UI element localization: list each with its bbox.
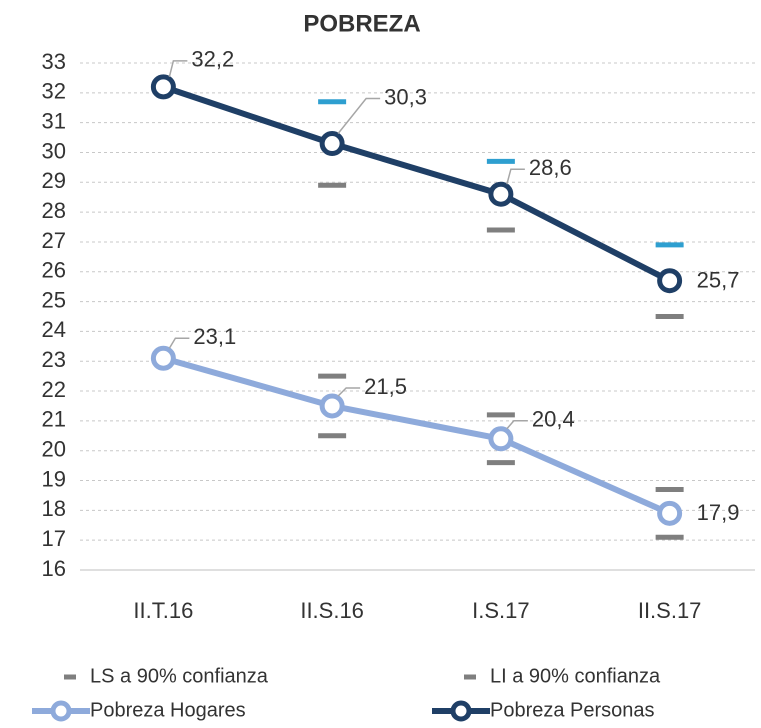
y-tick-label: 28 (42, 198, 66, 223)
point-marker (488, 426, 514, 452)
y-tick-label: 21 (42, 407, 66, 432)
leader-line (506, 420, 528, 430)
leader-line (506, 168, 525, 185)
x-tick-label: I.S.17 (472, 598, 529, 623)
legend-label: LI a 90% confianza (490, 665, 661, 687)
leader-line (168, 60, 188, 78)
leader-line (337, 97, 381, 134)
data-label: 28,6 (529, 155, 572, 180)
point-marker (488, 181, 514, 207)
point-marker (319, 393, 345, 419)
series-line (162, 84, 671, 284)
leader-line (337, 387, 361, 397)
y-tick-label: 27 (42, 228, 66, 253)
legend-label: Pobreza Hogares (90, 699, 246, 721)
y-tick-label: 23 (42, 347, 66, 372)
legend-label: Pobreza Personas (490, 699, 655, 721)
legend-swatch (50, 700, 72, 722)
x-tick-label: II.S.16 (300, 598, 364, 623)
leader-line (168, 337, 190, 349)
y-tick-label: 19 (42, 466, 66, 491)
x-tick-label: II.T.16 (133, 598, 193, 623)
point-marker (150, 345, 176, 371)
y-tick-label: 24 (42, 317, 66, 342)
y-tick-label: 30 (42, 138, 66, 163)
series-line (162, 355, 671, 517)
y-tick-label: 29 (42, 168, 66, 193)
y-tick-label: 31 (42, 108, 66, 133)
data-label: 32,2 (191, 47, 234, 72)
point-marker (657, 500, 683, 526)
legend-label: LS a 90% confianza (90, 665, 269, 687)
data-label: 20,4 (532, 407, 575, 432)
y-tick-label: 26 (42, 258, 66, 283)
point-marker (150, 74, 176, 100)
y-tick-label: 25 (42, 287, 66, 312)
point-marker (657, 268, 683, 294)
data-label: 30,3 (384, 84, 427, 109)
x-tick-label: II.S.17 (638, 598, 702, 623)
y-tick-label: 22 (42, 377, 66, 402)
data-label: 23,1 (193, 324, 236, 349)
y-tick-label: 33 (42, 49, 66, 74)
chart-title: POBREZA (303, 10, 420, 37)
y-tick-label: 17 (42, 526, 66, 551)
data-label: 21,5 (364, 374, 407, 399)
y-tick-label: 32 (42, 79, 66, 104)
data-label: 17,9 (697, 500, 740, 525)
data-label: 25,7 (697, 268, 740, 293)
legend-swatch (450, 700, 472, 722)
y-tick-label: 18 (42, 496, 66, 521)
point-marker (319, 131, 345, 157)
y-tick-label: 16 (42, 556, 66, 581)
y-tick-label: 20 (42, 437, 66, 462)
